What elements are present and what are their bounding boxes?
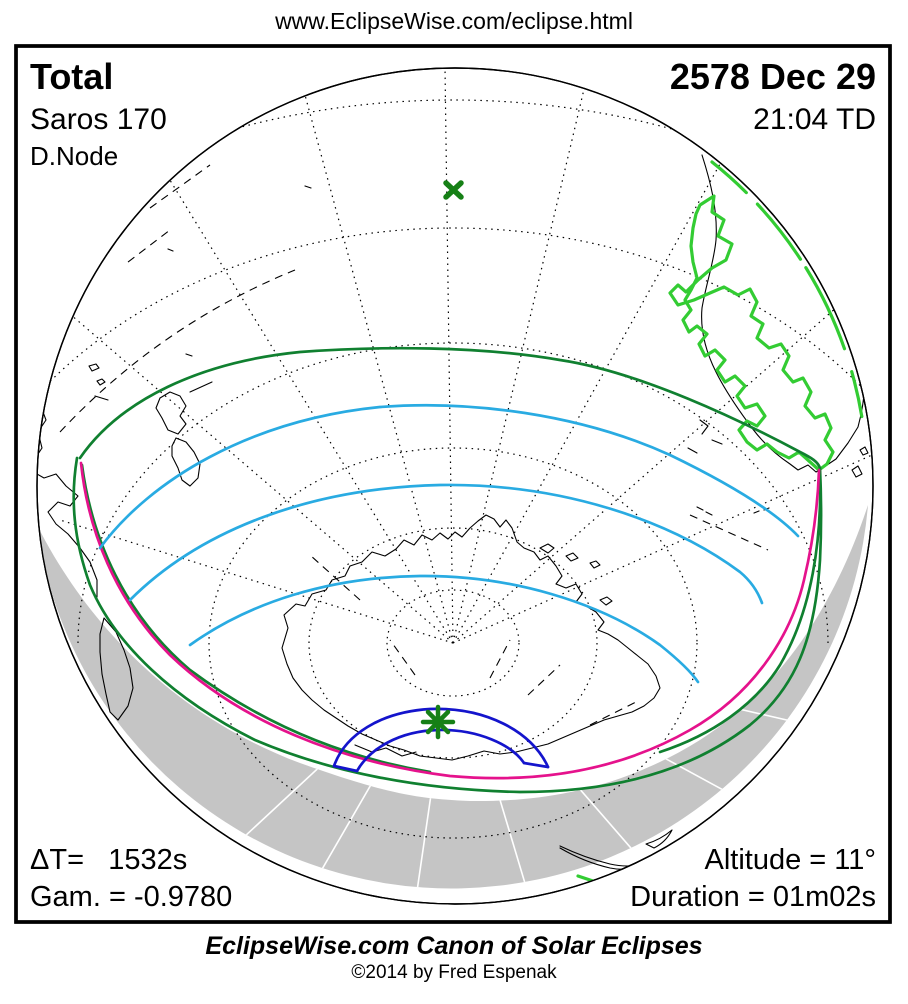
altitude-value: Altitude = 11° [704, 844, 876, 876]
saros-label: Saros 170 [30, 103, 167, 136]
gamma-value: Gam. = -0.9780 [30, 881, 233, 913]
umbral-path-east-cap [522, 761, 550, 769]
umbral-path-west-cap [332, 764, 359, 773]
subsolar-point-x-icon [443, 180, 464, 200]
umbral-path-north-limit [332, 707, 550, 769]
max-eclipse-curve-1 [98, 403, 800, 550]
eclipse-curves [72, 346, 823, 794]
sunrise-sunset-green-east [658, 470, 822, 754]
duration-value: Duration = 01m02s [630, 881, 876, 913]
sunrise-sunset-green-west [80, 463, 432, 774]
page-url: www.EclipseWise.com/eclipse.html [275, 8, 633, 34]
greatest-eclipse-asterisk-icon [420, 704, 456, 740]
max-eclipse-curve-2 [128, 483, 764, 605]
graticule [37, 68, 873, 839]
penumbral-limit-north [78, 346, 822, 470]
delta-t-value: ΔT= 1532s [30, 844, 188, 876]
new-zealand-coast [155, 391, 201, 487]
max-eclipse-sunrise-sunset-curve [79, 461, 821, 780]
footer-copyright: ©2014 by Fred Espenak [351, 962, 557, 983]
footer-title: EclipseWise.com Canon of Solar Eclipses [205, 932, 703, 960]
node-label: D.Node [30, 141, 119, 171]
eclipse-time: 21:04 TD [753, 103, 876, 136]
eclipse-type-label: Total [30, 56, 114, 97]
max-eclipse-curve-3 [188, 574, 700, 684]
penumbral-limit-south [72, 456, 823, 794]
eclipse-date: 2578 Dec 29 [669, 56, 876, 97]
globe-limb-overlay [36, 67, 874, 905]
